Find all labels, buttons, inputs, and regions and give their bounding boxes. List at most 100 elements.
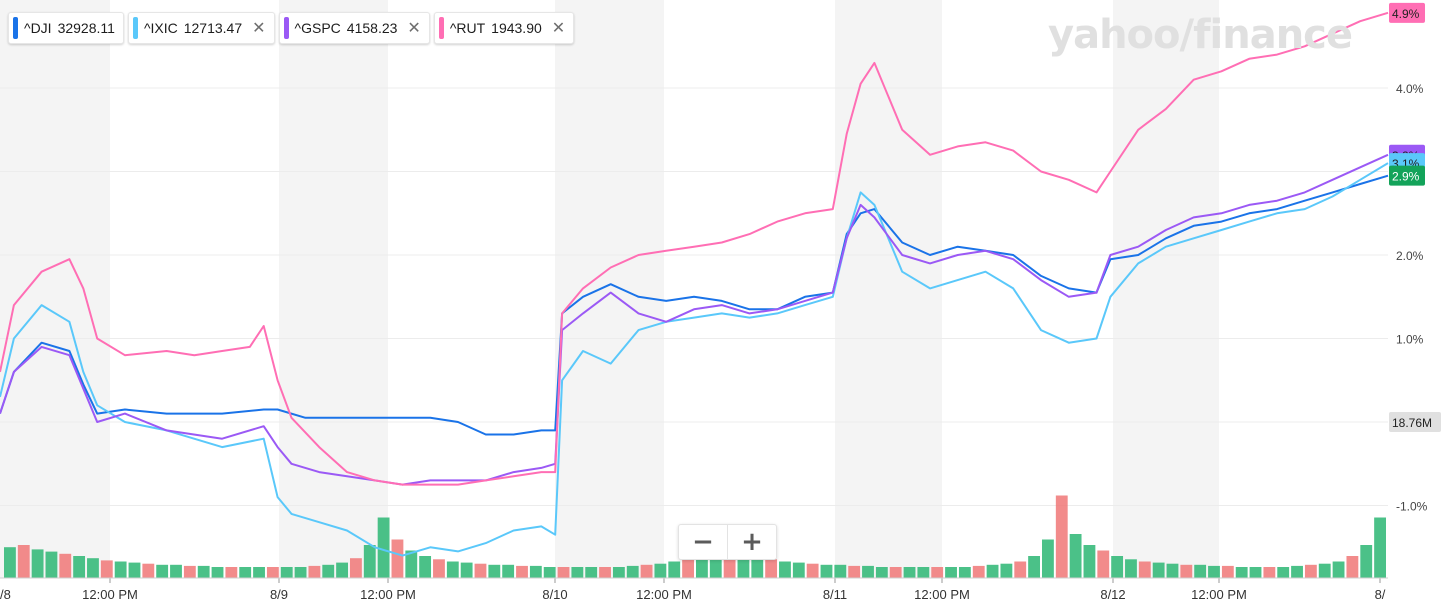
volume-bar — [1318, 563, 1331, 578]
volume-bar — [529, 565, 542, 578]
x-tick-label: 12:00 PM — [82, 587, 138, 602]
volume-bar — [100, 560, 113, 578]
volume-bar — [405, 550, 418, 578]
volume-bar — [820, 564, 833, 578]
volume-bar — [612, 567, 625, 578]
volume-bar — [640, 564, 653, 578]
volume-bar — [557, 567, 570, 578]
volume-bar — [294, 567, 307, 578]
legend-chip-dji[interactable]: ^DJI 32928.11 — [8, 12, 124, 44]
x-tick-label: 12:00 PM — [360, 587, 416, 602]
volume-bar — [114, 561, 127, 578]
end-label-box — [1389, 412, 1441, 432]
end-label-text: 18.76M — [1392, 416, 1432, 430]
volume-bar — [488, 564, 501, 578]
volume-bar — [1028, 556, 1040, 578]
volume-bar — [1069, 534, 1082, 578]
volume-bar — [1042, 539, 1054, 578]
dji-color-swatch — [13, 17, 18, 39]
volume-bar — [45, 551, 58, 578]
volume-bar — [958, 567, 971, 578]
end-label-box — [1389, 2, 1425, 23]
volume-bar — [336, 562, 348, 578]
volume-bar — [1374, 517, 1386, 578]
x-tick-label: 8/ — [1375, 587, 1386, 602]
volume-bar — [1304, 564, 1317, 578]
volume-bar — [1263, 567, 1276, 578]
volume-bar — [87, 558, 99, 578]
volume-bar — [363, 545, 376, 578]
volume-bar — [1014, 561, 1027, 578]
volume-bar — [17, 545, 30, 578]
volume-bar — [723, 545, 736, 578]
y-tick-label: 1.0% — [1396, 333, 1424, 347]
volume-bar — [502, 564, 515, 578]
volume-bar — [682, 556, 694, 578]
rut-color-swatch — [438, 17, 444, 39]
volume-bar — [543, 567, 556, 578]
legend-chip-gspc[interactable]: ^GSPC 4158.23 ✕ — [278, 12, 430, 44]
ixic-color-swatch — [132, 17, 138, 39]
session-shade-4 — [1113, 0, 1219, 578]
volume-bar — [1277, 567, 1290, 578]
volume-bar — [1138, 561, 1151, 578]
volume-bar — [806, 563, 819, 578]
x-tick-label: 8/9 — [270, 587, 288, 602]
volume-bar — [1055, 495, 1068, 578]
volume-bar — [1291, 565, 1303, 578]
legend-chip-ixic[interactable]: ^IXIC 12713.47 ✕ — [127, 12, 275, 44]
remove-ixic-close-icon[interactable]: ✕ — [252, 20, 266, 37]
y-tick-label: 2.0% — [1396, 249, 1424, 263]
volume-bar — [945, 567, 957, 578]
volume-bar — [73, 556, 86, 578]
zoom-in-button[interactable]: + — [727, 525, 776, 559]
volume-bar — [917, 567, 930, 578]
legend-chip-rut[interactable]: ^RUT 1943.90 ✕ — [433, 12, 575, 44]
session-shade-1 — [279, 0, 388, 578]
session-shade-3 — [835, 0, 942, 578]
volume-bar — [1166, 563, 1179, 578]
rut-symbol: ^RUT — [449, 20, 486, 36]
volume-bar — [460, 562, 473, 578]
volume-bar — [1346, 556, 1359, 578]
volume-bar — [419, 556, 432, 578]
volume-bar — [1083, 545, 1096, 578]
volume-bar — [253, 567, 265, 578]
volume-bar — [889, 567, 902, 578]
volume-bar — [765, 559, 778, 578]
volume-bar — [1152, 562, 1165, 578]
volume-bar — [128, 562, 141, 578]
remove-gspc-close-icon[interactable]: ✕ — [407, 20, 421, 37]
session-shade-0 — [0, 0, 110, 578]
volume-bar — [696, 545, 708, 578]
volume-bar — [779, 561, 791, 578]
y-tick-label: -1.0% — [1396, 500, 1428, 514]
end-label-text: 4.9% — [1392, 7, 1420, 21]
volume-bar — [377, 517, 390, 578]
volume-bar — [170, 564, 182, 578]
series-line-dji — [0, 174, 1389, 436]
zoom-controls: − + — [678, 524, 777, 560]
volume-bar — [571, 567, 584, 578]
end-label-text: 2.9% — [1392, 170, 1420, 184]
zoom-out-button[interactable]: − — [692, 527, 714, 557]
volume-bar — [474, 563, 487, 578]
volume-bar — [668, 561, 681, 578]
volume-bar — [280, 567, 293, 578]
remove-rut-close-icon[interactable]: ✕ — [551, 20, 566, 37]
volume-bar — [599, 567, 611, 578]
volume-bar — [1208, 565, 1220, 578]
volume-bar — [737, 550, 750, 578]
volume-bar — [834, 564, 847, 578]
yahoo-finance-logo: yahoo/finance — [1048, 12, 1353, 58]
x-tick-label: 8/12 — [1100, 587, 1125, 602]
volume-bar — [211, 567, 224, 578]
x-tick-label: 12:00 PM — [636, 587, 692, 602]
volume-bar — [197, 565, 210, 578]
volume-bar — [986, 564, 999, 578]
volume-bar — [391, 539, 404, 578]
volume-bar — [792, 562, 805, 578]
dji-value: 32928.11 — [57, 20, 115, 36]
volume-bar — [1360, 545, 1373, 578]
